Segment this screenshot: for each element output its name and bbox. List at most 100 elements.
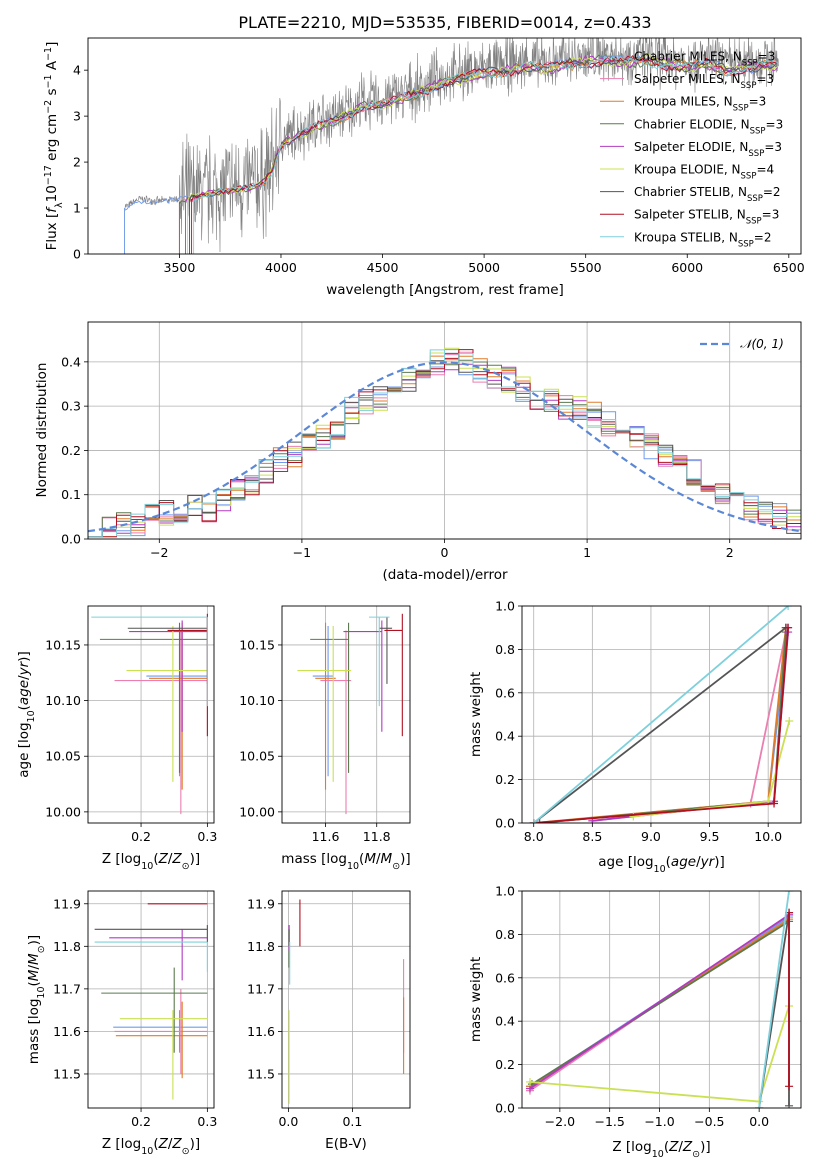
mw-line-kroupa-elodie [633, 720, 791, 818]
y-tick-label: 11.7 [247, 981, 275, 996]
y-tick-label: 11.8 [247, 939, 275, 954]
massweight_vs_Z-axes: −2.0 −1.5 −1.0 −0.5 0.0 0.0 0.2 0.4 0.6 0.8 1.0 [495, 884, 802, 1129]
y-tick-label: 0 [73, 247, 81, 262]
x-tick-label: −2.0 [545, 1114, 575, 1129]
x-tick-label: 2 [726, 545, 734, 560]
figure-title: PLATE=2210, MJD=53535, FIBERID=0014, z=0… [238, 13, 651, 32]
legend-label: Chabrier MILES, NSSP=3 [634, 50, 775, 69]
residuals-ylabel: Normed distribution [34, 363, 50, 498]
x-tick-label: 5500 [570, 260, 602, 275]
x-tick-label: 8.0 [524, 829, 544, 844]
mw-line-kroupa-stelib [758, 891, 790, 1108]
mw-line-chabrier-stelib [533, 626, 787, 823]
age_vs_mass-xlabel: mass [log10(M/M⊙)] [281, 851, 410, 872]
mw-line-chabrier-elodie [539, 631, 787, 823]
legend-label: Chabrier STELIB, NSSP=2 [634, 185, 781, 204]
mass_vs_EBV-axes: 0.0 0.1 11.5 11.6 11.7 11.8 11.9 [247, 890, 411, 1129]
legend-label: Kroupa STELIB, NSSP=2 [634, 230, 772, 249]
mass_vs_EBV-xlabel: E(B-V) [325, 1136, 367, 1152]
x-tick-label: 0.0 [278, 1114, 298, 1129]
x-tick-label: 5000 [468, 260, 500, 275]
mw-marker [529, 819, 538, 823]
mw-line-chabrier-miles [539, 627, 789, 823]
mw-marker [629, 812, 638, 821]
y-tick-label: 0.8 [495, 927, 515, 942]
spectrum-axes: 3500 4000 4500 5000 5500 6000 6500 0 1 2 3 4 [73, 37, 805, 275]
spectrum-xlabel: wavelength [Angstrom, rest frame] [326, 282, 564, 298]
y-tick-label: 0.0 [61, 532, 81, 547]
spectrum-plot-area [124, 38, 779, 254]
y-tick-label: 0.2 [495, 1057, 515, 1072]
y-tick-label: 0.6 [495, 685, 515, 700]
x-tick-label: −1.0 [644, 1114, 674, 1129]
x-tick-label: 11.8 [363, 829, 391, 844]
y-tick-label: 11.6 [247, 1024, 275, 1039]
age_vs_Z-plot-area [91, 613, 208, 815]
y-tick-label: 10.10 [239, 693, 275, 708]
mw-line-salpeter-miles [592, 627, 788, 822]
mw-marker [770, 799, 779, 808]
y-tick-label: 0.3 [61, 399, 81, 414]
age_vs_mass-axes: 11.6 11.8 10.00 10.05 10.10 10.15 [239, 605, 411, 844]
x-tick-label: −1.5 [595, 1114, 625, 1129]
y-tick-label: 0.6 [495, 970, 515, 985]
y-tick-label: 11.8 [53, 939, 81, 954]
mw-marker [784, 606, 793, 610]
mass_vs_Z-ylabel: mass [log10(M/M⊙)] [26, 935, 47, 1064]
y-tick-label: 0.0 [495, 1101, 515, 1116]
x-tick-label: 9.5 [700, 829, 720, 844]
x-tick-label: 0.0 [749, 1114, 769, 1129]
axes-frame [87, 321, 802, 540]
x-tick-label: −1 [293, 545, 311, 560]
age_vs_Z-xlabel: Z [log10(Z/Z⊙)] [102, 851, 200, 872]
x-tick-label: 6500 [773, 260, 805, 275]
x-tick-label: 10.0 [754, 829, 782, 844]
mw-marker [785, 1082, 794, 1091]
axes-frame [521, 605, 802, 824]
massweight_vs_age-plot-area [529, 606, 794, 823]
y-tick-label: 11.7 [53, 981, 81, 996]
x-tick-label: 9.0 [641, 829, 661, 844]
axes-frame [281, 890, 411, 1109]
massweight_vs_age-axes: 8.0 8.5 9.0 9.5 10.0 0.0 0.2 0.4 0.6 0.8 1.0 [495, 599, 802, 844]
axes-frame [87, 605, 215, 824]
y-tick-label: 10.10 [45, 693, 81, 708]
legend-label: Kroupa MILES, NSSP=3 [634, 95, 766, 114]
mw-marker [525, 1077, 534, 1086]
age_vs_Z-ylabel: age [log10(age/yr)] [16, 651, 37, 777]
y-tick-label: 10.05 [45, 749, 81, 764]
y-tick-label: 0.4 [495, 729, 515, 744]
y-tick-label: 3 [73, 109, 81, 124]
y-tick-label: 0.1 [61, 487, 81, 502]
y-tick-label: 11.9 [53, 896, 81, 911]
x-tick-label: 3500 [164, 260, 196, 275]
x-tick-label: 1 [583, 545, 591, 560]
y-tick-label: 11.5 [53, 1066, 81, 1081]
y-tick-label: 2 [73, 155, 81, 170]
y-tick-label: 0.4 [61, 354, 81, 369]
y-tick-label: 1.0 [495, 599, 515, 614]
x-tick-label: 4000 [265, 260, 297, 275]
x-tick-label: −2 [150, 545, 168, 560]
legend-label: Salpeter STELIB, NSSP=3 [634, 208, 779, 227]
model-line-kroupa-stelib [193, 55, 779, 254]
x-tick-label: 8.5 [582, 829, 602, 844]
mw-line-salpeter-elodie [592, 631, 789, 822]
x-tick-label: 11.6 [312, 829, 340, 844]
mw-marker [784, 623, 793, 632]
y-tick-label: 0.0 [495, 816, 515, 831]
legend-label: Chabrier ELODIE, NSSP=3 [634, 117, 783, 136]
x-tick-label: 6000 [671, 260, 703, 275]
x-tick-label: 0.3 [197, 1114, 217, 1129]
legend-label: Salpeter ELODIE, NSSP=3 [634, 140, 782, 159]
y-tick-label: 1.0 [495, 884, 515, 899]
model-line-kroupa-miles [189, 54, 778, 254]
mw-marker [785, 891, 794, 895]
legend-label: Kroupa ELODIE, NSSP=4 [634, 163, 774, 182]
y-tick-label: 0.2 [495, 772, 515, 787]
normal-curve [88, 361, 801, 533]
massweight_vs_Z-plot-area [525, 891, 794, 1108]
mw-line-salpeter-elodie [529, 914, 790, 1090]
y-tick-label: 0.4 [495, 1014, 515, 1029]
